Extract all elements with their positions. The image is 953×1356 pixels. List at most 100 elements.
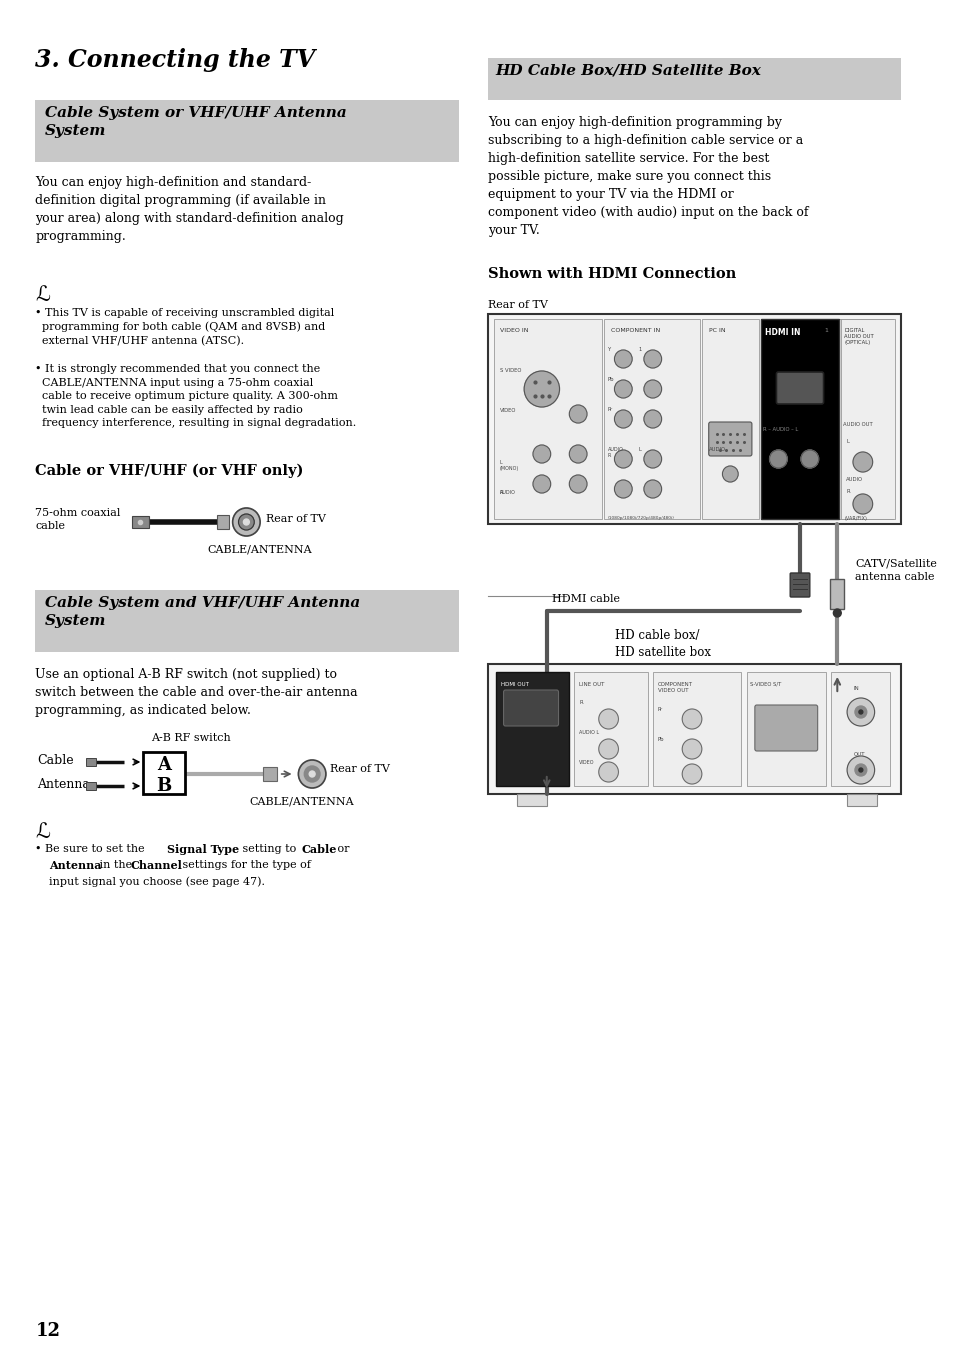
FancyBboxPatch shape xyxy=(839,319,892,519)
Text: S-VIDEO S/T: S-VIDEO S/T xyxy=(749,682,781,687)
Text: HDMI cable: HDMI cable xyxy=(551,594,619,603)
Text: (1080p/1080i/720p/480p/480i): (1080p/1080i/720p/480p/480i) xyxy=(607,517,674,519)
Text: VIDEO: VIDEO xyxy=(578,759,594,765)
FancyBboxPatch shape xyxy=(143,753,184,795)
Text: • Be sure to set the: • Be sure to set the xyxy=(35,843,149,854)
FancyBboxPatch shape xyxy=(503,690,558,725)
Text: Cable: Cable xyxy=(301,843,336,856)
Text: VIDEO IN: VIDEO IN xyxy=(499,328,528,334)
Text: CABLE/ANTENNA: CABLE/ANTENNA xyxy=(207,544,312,555)
FancyBboxPatch shape xyxy=(487,58,901,100)
Text: LINE OUT: LINE OUT xyxy=(578,682,604,687)
Text: COMPONENT
VIDEO OUT: COMPONENT VIDEO OUT xyxy=(657,682,692,693)
Circle shape xyxy=(681,709,701,730)
Text: HDMI IN: HDMI IN xyxy=(764,328,800,338)
Text: 12: 12 xyxy=(35,1322,60,1340)
Text: setting to: setting to xyxy=(238,843,299,854)
Circle shape xyxy=(681,763,701,784)
Text: DIGITAL
AUDIO OUT
(OPTICAL): DIGITAL AUDIO OUT (OPTICAL) xyxy=(843,328,873,346)
Circle shape xyxy=(569,445,586,462)
Text: L
(MONO): L (MONO) xyxy=(499,460,518,471)
Circle shape xyxy=(614,410,632,428)
Text: Cable System and VHF/UHF Antenna
System: Cable System and VHF/UHF Antenna System xyxy=(45,597,360,628)
Circle shape xyxy=(533,445,550,462)
Circle shape xyxy=(598,709,618,730)
Text: ℒ: ℒ xyxy=(35,822,51,842)
Text: Pr: Pr xyxy=(607,407,612,412)
Text: COMPONENT IN: COMPONENT IN xyxy=(610,328,659,334)
Circle shape xyxy=(233,508,260,536)
Text: PC IN: PC IN xyxy=(708,328,724,334)
Circle shape xyxy=(846,698,874,725)
FancyBboxPatch shape xyxy=(496,673,569,786)
Circle shape xyxy=(643,380,661,399)
FancyBboxPatch shape xyxy=(760,319,839,519)
Circle shape xyxy=(298,759,326,788)
Text: Rear of TV: Rear of TV xyxy=(487,300,547,311)
Text: HD cable box/
HD satellite box: HD cable box/ HD satellite box xyxy=(615,629,711,659)
Circle shape xyxy=(643,450,661,468)
Text: Pb: Pb xyxy=(607,377,614,382)
Text: Rear of TV: Rear of TV xyxy=(266,514,326,523)
FancyBboxPatch shape xyxy=(87,758,96,766)
Text: input signal you choose (see page 47).: input signal you choose (see page 47). xyxy=(49,876,265,887)
Circle shape xyxy=(598,739,618,759)
FancyBboxPatch shape xyxy=(841,319,894,519)
Text: 1: 1 xyxy=(823,328,827,334)
Text: AUDIO: AUDIO xyxy=(499,490,515,495)
Circle shape xyxy=(614,380,632,399)
Text: You can enjoy high-definition programming by
subscribing to a high-definition ca: You can enjoy high-definition programmin… xyxy=(487,117,807,237)
Text: ℒ: ℒ xyxy=(35,285,51,305)
Circle shape xyxy=(309,772,314,777)
Circle shape xyxy=(238,514,253,530)
Text: R: R xyxy=(499,490,502,495)
Circle shape xyxy=(643,410,661,428)
Circle shape xyxy=(833,609,841,617)
Circle shape xyxy=(243,519,249,525)
FancyBboxPatch shape xyxy=(789,574,809,597)
Text: • This TV is capable of receiving unscrambled digital
  programming for both cab: • This TV is capable of receiving unscra… xyxy=(35,308,335,347)
FancyBboxPatch shape xyxy=(35,590,459,652)
Text: R: R xyxy=(845,490,849,494)
FancyBboxPatch shape xyxy=(216,515,229,529)
Text: AUDIO L: AUDIO L xyxy=(578,730,598,735)
FancyBboxPatch shape xyxy=(746,673,824,786)
Text: Signal Type: Signal Type xyxy=(167,843,239,856)
Circle shape xyxy=(852,452,872,472)
FancyBboxPatch shape xyxy=(487,664,901,795)
FancyBboxPatch shape xyxy=(35,100,459,161)
Text: IN: IN xyxy=(853,686,859,692)
Text: Antenna: Antenna xyxy=(49,860,101,871)
Text: A: A xyxy=(156,757,171,774)
Circle shape xyxy=(721,466,738,481)
Circle shape xyxy=(614,350,632,367)
Text: HDMI OUT: HDMI OUT xyxy=(500,682,528,687)
Circle shape xyxy=(598,762,618,782)
Text: L: L xyxy=(638,447,640,452)
Text: 3. Connecting the TV: 3. Connecting the TV xyxy=(35,47,315,72)
Circle shape xyxy=(801,450,818,468)
Text: AUDIO: AUDIO xyxy=(708,447,725,452)
Text: You can enjoy high-definition and standard-
definition digital programming (if a: You can enjoy high-definition and standa… xyxy=(35,176,344,243)
Circle shape xyxy=(681,739,701,759)
Text: in the: in the xyxy=(96,860,135,871)
Text: L: L xyxy=(845,439,848,443)
Circle shape xyxy=(614,450,632,468)
Text: R: R xyxy=(578,700,582,705)
Circle shape xyxy=(643,480,661,498)
FancyBboxPatch shape xyxy=(846,795,876,805)
Text: Pr: Pr xyxy=(657,706,662,712)
FancyBboxPatch shape xyxy=(263,767,276,781)
Text: Use an optional A-B RF switch (not supplied) to
switch between the cable and ove: Use an optional A-B RF switch (not suppl… xyxy=(35,669,357,717)
FancyBboxPatch shape xyxy=(652,673,740,786)
Text: or: or xyxy=(334,843,349,854)
Text: Cable: Cable xyxy=(37,754,73,767)
Text: Rear of TV: Rear of TV xyxy=(330,763,389,774)
Text: Cable System or VHF/UHF Antenna
System: Cable System or VHF/UHF Antenna System xyxy=(45,106,347,138)
Text: CABLE/ANTENNA: CABLE/ANTENNA xyxy=(249,796,354,805)
Text: HD Cable Box/HD Satellite Box: HD Cable Box/HD Satellite Box xyxy=(496,64,760,79)
FancyBboxPatch shape xyxy=(87,782,96,791)
Text: CATV/Satellite
antenna cable: CATV/Satellite antenna cable xyxy=(854,559,936,582)
Text: VIDEO: VIDEO xyxy=(499,408,516,414)
Text: R – AUDIO – L: R – AUDIO – L xyxy=(761,427,797,433)
